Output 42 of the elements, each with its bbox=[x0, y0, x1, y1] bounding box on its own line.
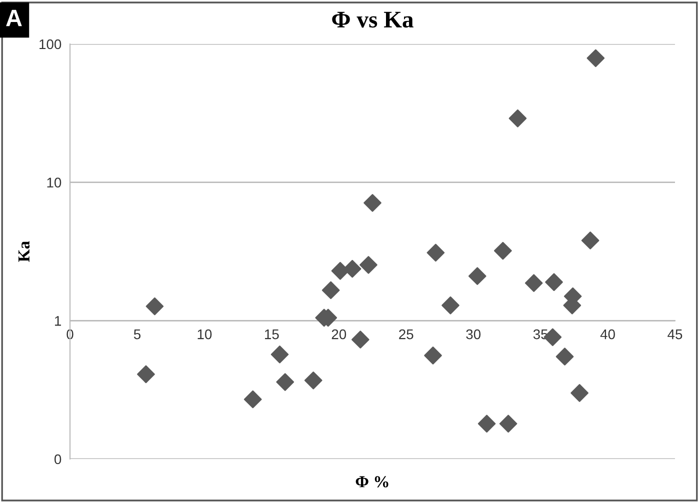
y-tick-label: 0 bbox=[54, 454, 62, 464]
point bbox=[360, 256, 378, 274]
point bbox=[343, 260, 362, 278]
y-tick-label: 10 bbox=[47, 178, 62, 188]
point bbox=[586, 49, 605, 68]
x-axis-title: Φ % bbox=[356, 476, 388, 488]
point bbox=[304, 371, 322, 390]
point bbox=[581, 232, 600, 250]
point bbox=[364, 194, 382, 212]
y-tick-label: 100 bbox=[40, 39, 62, 50]
point bbox=[244, 390, 262, 408]
point bbox=[494, 242, 512, 260]
point bbox=[351, 330, 370, 348]
point bbox=[426, 244, 445, 262]
x-tick-label: 5 bbox=[134, 330, 140, 340]
point bbox=[478, 414, 496, 433]
x-tick-label: 30 bbox=[466, 329, 481, 340]
y-tick-label: 1 bbox=[55, 316, 61, 326]
point bbox=[146, 297, 164, 316]
x-tick-label: 40 bbox=[600, 329, 615, 340]
x-tick-label: 20 bbox=[332, 329, 346, 340]
point bbox=[276, 373, 294, 391]
point bbox=[570, 384, 588, 402]
x-tick-label: 10 bbox=[198, 329, 212, 340]
point bbox=[322, 281, 340, 300]
point bbox=[468, 267, 486, 286]
y-axis-title: Ka bbox=[18, 241, 30, 262]
x-tick-label: 25 bbox=[399, 329, 414, 340]
point bbox=[556, 348, 574, 366]
text: A bbox=[6, 10, 22, 26]
point bbox=[331, 262, 350, 280]
point bbox=[499, 414, 518, 433]
point bbox=[137, 365, 155, 384]
point bbox=[524, 274, 543, 292]
point bbox=[508, 109, 527, 128]
x-tick-label: 15 bbox=[265, 330, 279, 340]
chart-title: Φ vs Ka bbox=[332, 12, 414, 28]
point bbox=[545, 273, 563, 292]
point bbox=[442, 296, 460, 314]
point bbox=[270, 346, 289, 364]
x-tick-label: 45 bbox=[668, 330, 682, 340]
point bbox=[424, 346, 442, 364]
